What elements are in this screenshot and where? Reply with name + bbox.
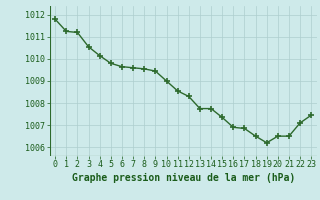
X-axis label: Graphe pression niveau de la mer (hPa): Graphe pression niveau de la mer (hPa) [72, 173, 295, 183]
